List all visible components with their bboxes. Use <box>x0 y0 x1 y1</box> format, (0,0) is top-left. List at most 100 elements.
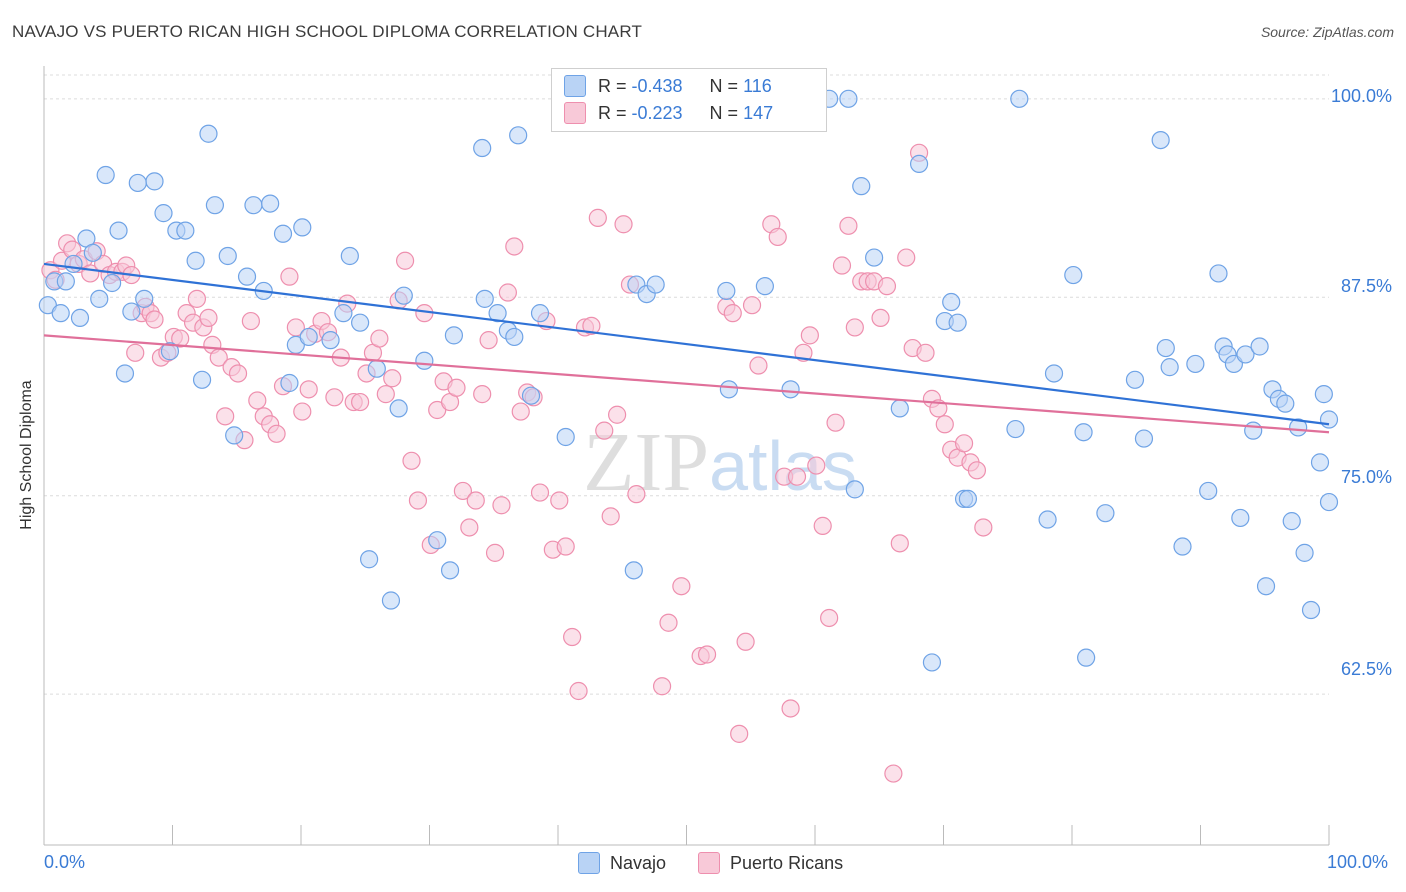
puerto-swatch <box>698 852 721 874</box>
navajo-point <box>51 304 70 323</box>
n-label: N = <box>709 75 739 96</box>
puerto-rican-point <box>460 518 479 537</box>
puerto-rican-trend-line <box>43 334 1330 434</box>
navajo-point <box>135 289 154 308</box>
navajo-point <box>624 561 643 580</box>
legend: Navajo Puerto Ricans <box>578 852 875 874</box>
puerto-rican-point <box>595 421 614 440</box>
navajo-point <box>1160 358 1179 377</box>
navajo-point <box>865 248 884 267</box>
navajo-point <box>1010 89 1029 108</box>
navajo-point <box>1156 338 1175 358</box>
navajo-point <box>109 221 128 240</box>
y-tick-label: 100.0% <box>1330 86 1392 106</box>
navajo-point <box>1074 423 1093 442</box>
navajo-point <box>1134 429 1154 448</box>
puerto-rican-point <box>877 277 897 296</box>
puerto-rican-point <box>299 380 318 399</box>
puerto-rican-point <box>742 296 762 315</box>
navajo-point <box>1038 510 1057 529</box>
navajo-point <box>475 289 494 308</box>
navajo-point <box>1173 537 1192 556</box>
puerto-rican-point <box>280 267 299 286</box>
navajo-point <box>280 373 299 393</box>
puerto-rican-point <box>505 237 524 256</box>
navajo-point <box>852 177 871 196</box>
navajo-point <box>1276 394 1295 413</box>
navajo-point <box>90 289 109 308</box>
navajo-point <box>1256 577 1276 596</box>
navajo-point <box>192 370 212 389</box>
navajo-swatch <box>578 852 600 874</box>
puerto-rican-point <box>820 608 839 628</box>
navajo-point <box>244 196 263 215</box>
puerto-rican-point <box>832 256 852 275</box>
puerto-rican-point <box>530 483 550 502</box>
navajo-point <box>428 531 447 550</box>
puerto-rican-point <box>556 537 575 556</box>
legend-item-navajo[interactable]: Navajo <box>578 852 666 874</box>
x-tick-label: 100.0% <box>1327 852 1389 872</box>
navajo-point <box>176 221 195 240</box>
x-tick-label: 0.0% <box>44 852 86 872</box>
puerto-rican-point <box>582 316 601 335</box>
n-label: N = <box>709 102 739 123</box>
navajo-point <box>122 302 141 321</box>
r-label: R = <box>598 75 627 96</box>
puerto-rican-point <box>871 308 890 328</box>
puerto-rican-point <box>826 413 845 432</box>
navajo-point <box>1125 370 1145 389</box>
navajo-point <box>1319 410 1339 429</box>
navajo-point <box>839 89 858 108</box>
puerto-rican-point <box>954 434 974 453</box>
navajo-point <box>1209 264 1228 283</box>
navajo-point <box>351 313 370 332</box>
navajo-point <box>719 380 739 399</box>
puerto-rican-point <box>408 491 428 510</box>
navajo-point <box>273 224 293 243</box>
navajo-point <box>717 281 736 301</box>
navajo-point <box>154 204 173 223</box>
stats-box: R = -0.438 N = 116 R = -0.223 N = 147 <box>551 68 827 132</box>
puerto-rican-point <box>473 385 492 404</box>
navajo-point <box>1295 543 1314 562</box>
chart-title: NAVAJO VS PUERTO RICAN HIGH SCHOOL DIPLO… <box>12 22 643 41</box>
navajo-point <box>922 653 942 672</box>
navajo-point <box>909 154 929 174</box>
y-tick-label: 62.5% <box>1340 659 1392 679</box>
navajo-point <box>1244 421 1263 440</box>
puerto-rican-point <box>813 516 832 535</box>
navajo-point <box>1250 337 1269 356</box>
navajo-point <box>261 194 280 213</box>
puerto-rican-point <box>672 577 691 596</box>
navajo-point <box>509 126 528 145</box>
puerto-rican-point <box>171 329 190 348</box>
legend-label: Puerto Ricans <box>730 852 844 873</box>
puerto-rican-point <box>453 481 473 501</box>
puerto-rican-point <box>967 461 987 480</box>
puerto-rican-point <box>627 485 646 504</box>
puerto-rican-point <box>807 456 826 475</box>
puerto-rican-point <box>884 764 903 783</box>
puerto-rican-point <box>370 329 389 348</box>
navajo-point <box>64 254 83 274</box>
navajo-point <box>367 359 386 378</box>
navajo-point <box>521 386 541 405</box>
puerto-rican-point <box>447 378 466 397</box>
r-value: -0.223 <box>631 102 683 123</box>
navajo-point <box>755 277 774 296</box>
navajo-point <box>145 172 164 191</box>
legend-item-puerto-ricans[interactable]: Puerto Ricans <box>698 852 843 874</box>
navajo-point <box>1077 648 1096 667</box>
puerto-rican-point <box>787 467 807 486</box>
puerto-rican-point <box>126 343 145 362</box>
navajo-point <box>360 550 379 569</box>
navajo-point <box>1310 453 1330 472</box>
y-tick-label: 87.5% <box>1340 276 1392 296</box>
puerto-rican-point <box>248 391 267 410</box>
puerto-rican-point <box>916 343 935 362</box>
puerto-rican-point <box>550 491 569 510</box>
puerto-rican-point <box>781 699 800 718</box>
puerto-rican-point <box>897 248 916 267</box>
